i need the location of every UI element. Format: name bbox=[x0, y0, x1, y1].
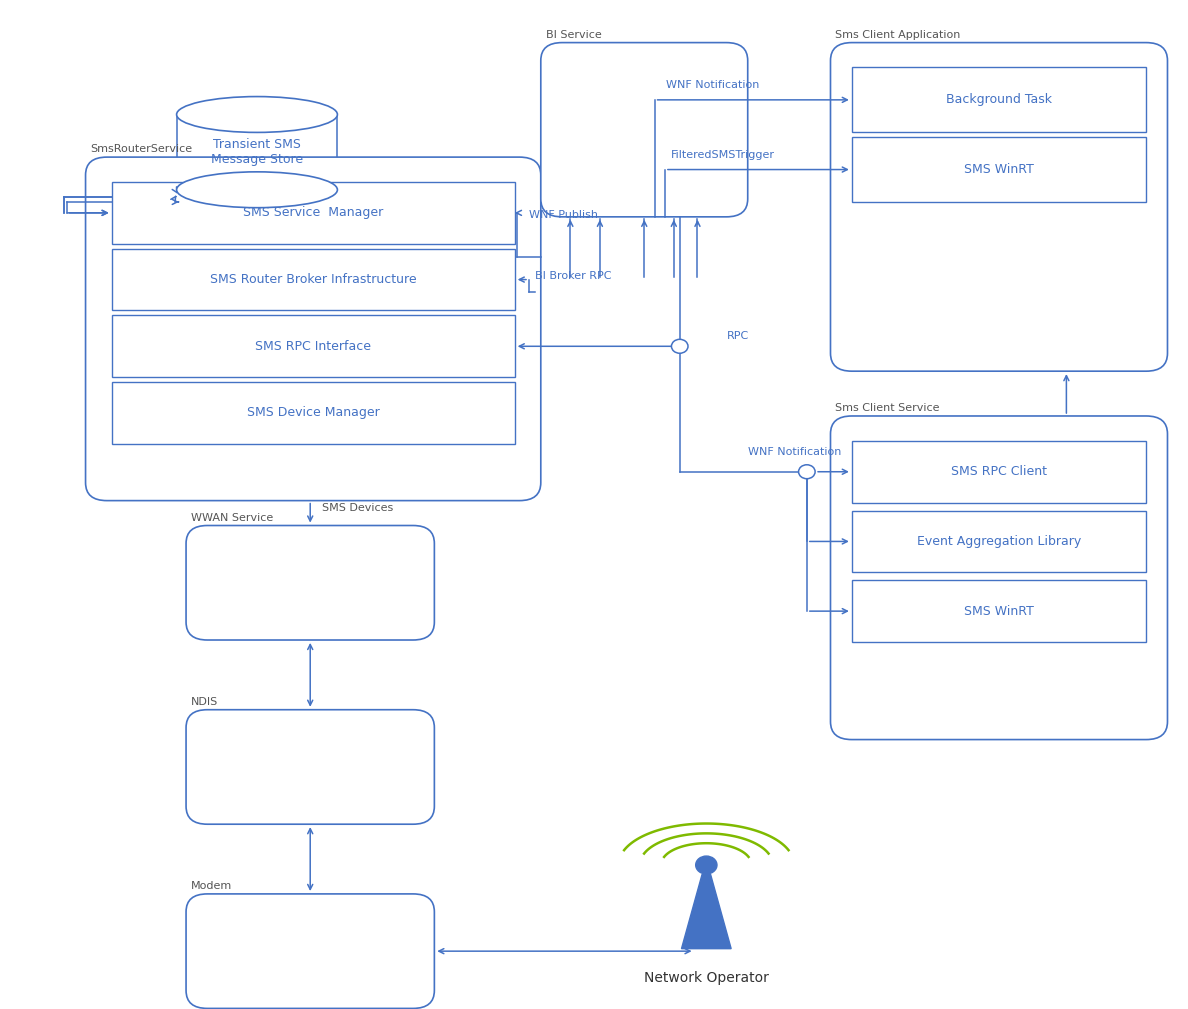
Circle shape bbox=[798, 465, 815, 478]
FancyBboxPatch shape bbox=[187, 526, 435, 640]
Text: WWAN Service: WWAN Service bbox=[191, 513, 273, 523]
Text: SMS RPC Client: SMS RPC Client bbox=[950, 465, 1047, 478]
FancyBboxPatch shape bbox=[86, 157, 541, 500]
Bar bbox=[112, 382, 514, 444]
FancyBboxPatch shape bbox=[187, 894, 435, 1008]
Text: WNF Notification: WNF Notification bbox=[666, 80, 760, 90]
FancyBboxPatch shape bbox=[187, 709, 435, 824]
Bar bbox=[852, 511, 1146, 572]
Text: BI Service: BI Service bbox=[545, 29, 601, 39]
Text: WNF Publish: WNF Publish bbox=[529, 210, 598, 220]
Text: Transient SMS
Message Store: Transient SMS Message Store bbox=[211, 138, 303, 166]
Bar bbox=[112, 248, 514, 311]
Text: Network Operator: Network Operator bbox=[644, 971, 769, 985]
FancyBboxPatch shape bbox=[830, 416, 1168, 740]
Text: SMS Service  Manager: SMS Service Manager bbox=[244, 207, 384, 219]
Text: FilteredSMSTrigger: FilteredSMSTrigger bbox=[671, 149, 775, 159]
Text: SMS Router Broker Infrastructure: SMS Router Broker Infrastructure bbox=[210, 273, 417, 287]
Text: Sms Client Application: Sms Client Application bbox=[835, 29, 961, 39]
Bar bbox=[852, 137, 1146, 202]
Bar bbox=[852, 68, 1146, 132]
Ellipse shape bbox=[177, 172, 337, 208]
Circle shape bbox=[671, 339, 688, 353]
Text: BI Broker RPC: BI Broker RPC bbox=[535, 270, 612, 281]
Text: SMS WinRT: SMS WinRT bbox=[963, 163, 1034, 176]
Text: Background Task: Background Task bbox=[946, 94, 1053, 106]
Text: WNF Notification: WNF Notification bbox=[747, 447, 841, 457]
Circle shape bbox=[696, 856, 718, 874]
Text: Sms Client Service: Sms Client Service bbox=[835, 403, 940, 413]
Text: Modem: Modem bbox=[191, 881, 232, 891]
Text: NDIS: NDIS bbox=[191, 697, 219, 706]
Text: SMS RPC Interface: SMS RPC Interface bbox=[255, 340, 371, 353]
Text: Event Aggregation Library: Event Aggregation Library bbox=[917, 535, 1081, 548]
FancyBboxPatch shape bbox=[541, 42, 747, 217]
Ellipse shape bbox=[177, 97, 337, 132]
Text: SmsRouterService: SmsRouterService bbox=[90, 144, 192, 154]
Text: RPC: RPC bbox=[727, 331, 750, 341]
Bar bbox=[112, 316, 514, 377]
Text: SMS Device Manager: SMS Device Manager bbox=[247, 407, 379, 420]
Bar bbox=[112, 182, 514, 244]
Bar bbox=[852, 441, 1146, 502]
Bar bbox=[852, 580, 1146, 642]
FancyBboxPatch shape bbox=[830, 42, 1168, 371]
Text: SMS WinRT: SMS WinRT bbox=[963, 604, 1034, 618]
Polygon shape bbox=[682, 874, 731, 948]
Text: SMS Devices: SMS Devices bbox=[322, 503, 393, 514]
